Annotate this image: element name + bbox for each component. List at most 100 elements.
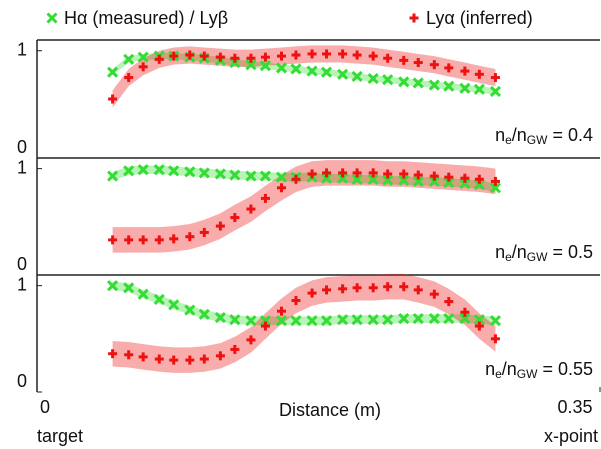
legend-label: Hα (measured) / Lyβ <box>64 8 228 28</box>
marker <box>246 53 256 63</box>
marker <box>413 58 423 68</box>
marker <box>490 334 500 344</box>
marker-stroke <box>382 314 394 326</box>
marker <box>153 164 165 176</box>
marker-stroke <box>214 168 226 180</box>
marker <box>473 83 485 95</box>
marker-stroke <box>123 282 135 294</box>
marker <box>185 232 195 242</box>
marker <box>460 66 470 76</box>
annotation-part: = 0.4 <box>547 125 593 145</box>
marker <box>259 170 271 182</box>
marker <box>230 213 240 223</box>
marker-stroke <box>245 59 257 71</box>
marker <box>443 313 455 325</box>
marker-stroke <box>290 315 302 327</box>
marker-stroke <box>137 51 149 63</box>
marker <box>368 283 378 293</box>
marker <box>444 297 454 307</box>
marker <box>169 355 179 365</box>
marker <box>245 315 257 327</box>
x-end-label: target <box>37 426 83 446</box>
marker <box>138 235 148 245</box>
marker <box>399 282 409 292</box>
marker <box>459 82 471 94</box>
marker <box>368 51 378 61</box>
marker <box>245 59 257 71</box>
marker <box>137 164 149 176</box>
marker-stroke <box>398 174 410 186</box>
marker <box>277 183 287 193</box>
marker <box>382 314 394 326</box>
marker-stroke <box>351 70 363 83</box>
marker <box>428 79 440 91</box>
marker <box>322 285 332 295</box>
marker-stroke <box>351 173 363 185</box>
marker-stroke <box>473 314 485 326</box>
annotation: ne/nGW = 0.4 <box>495 125 593 147</box>
marker <box>413 170 423 180</box>
marker <box>214 311 226 324</box>
marker <box>107 66 119 78</box>
marker <box>123 53 135 65</box>
marker <box>412 313 424 325</box>
marker <box>199 227 209 237</box>
marker-stroke <box>107 280 119 292</box>
marker <box>246 335 256 345</box>
marker-stroke <box>428 79 440 91</box>
marker-stroke <box>459 177 471 190</box>
marker <box>185 355 195 365</box>
marker <box>351 70 363 83</box>
marker-stroke <box>428 313 440 325</box>
annotation-part: GW <box>527 133 548 147</box>
y-tick-label: 1 <box>17 39 27 59</box>
x-end-label: x-point <box>544 426 598 446</box>
marker <box>153 293 165 306</box>
legend-label: Lyα (inferred) <box>426 8 533 28</box>
marker <box>320 172 333 184</box>
marker <box>214 168 226 180</box>
marker-stroke <box>275 171 288 183</box>
marker <box>306 65 318 77</box>
marker <box>291 296 301 306</box>
marker <box>382 174 394 186</box>
y-tick-label: 0 <box>17 371 27 391</box>
marker <box>474 69 484 79</box>
marker <box>337 172 349 184</box>
marker-stroke <box>337 68 349 80</box>
marker <box>351 314 363 326</box>
y-tick-label: 0 <box>17 254 27 274</box>
marker <box>367 73 379 85</box>
marker-stroke <box>153 164 165 176</box>
marker-stroke <box>137 164 149 176</box>
marker-stroke <box>320 172 333 184</box>
marker-stroke <box>337 172 349 184</box>
marker <box>489 85 502 98</box>
marker-stroke <box>229 169 241 181</box>
marker <box>351 173 363 185</box>
annotation-part: /n <box>502 359 517 379</box>
marker <box>260 321 270 331</box>
marker <box>108 94 118 104</box>
marker-stroke <box>320 66 333 78</box>
marker <box>137 288 149 300</box>
marker <box>307 49 317 59</box>
marker <box>184 166 196 178</box>
marker-stroke <box>489 315 502 327</box>
marker <box>460 173 470 183</box>
marker <box>290 315 302 327</box>
marker <box>259 315 271 327</box>
marker <box>169 51 179 61</box>
marker <box>107 170 119 182</box>
marker <box>259 60 271 72</box>
marker <box>185 50 195 60</box>
marker <box>169 234 179 244</box>
annotation-part: GW <box>527 250 548 264</box>
marker-stroke <box>184 304 196 316</box>
y-tick-label: 1 <box>17 157 27 177</box>
marker-stroke <box>168 165 180 177</box>
marker-stroke <box>198 167 210 179</box>
marker-stroke <box>412 175 424 187</box>
